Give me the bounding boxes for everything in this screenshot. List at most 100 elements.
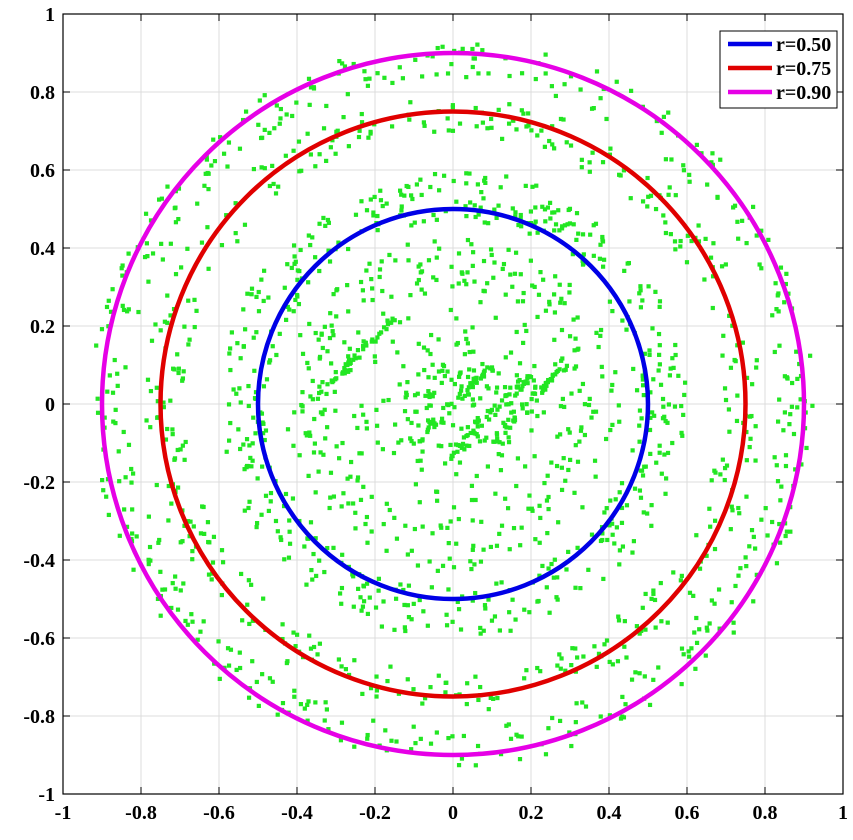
scatter-point bbox=[503, 430, 508, 435]
scatter-point bbox=[229, 330, 234, 335]
scatter-point bbox=[404, 183, 409, 189]
scatter-point bbox=[520, 384, 525, 389]
scatter-point bbox=[471, 56, 476, 61]
scatter-point bbox=[576, 346, 581, 351]
scatter-point bbox=[550, 210, 555, 215]
scatter-point bbox=[783, 463, 789, 469]
scatter-point bbox=[572, 490, 577, 495]
scatter-point bbox=[368, 129, 373, 134]
scatter-point bbox=[364, 268, 369, 273]
scatter-point bbox=[458, 627, 464, 632]
scatter-point bbox=[558, 404, 563, 409]
scatter-point bbox=[401, 364, 406, 369]
scatter-point bbox=[273, 518, 279, 524]
scatter-point bbox=[417, 500, 422, 505]
scatter-point bbox=[183, 618, 188, 624]
scatter-point bbox=[489, 116, 494, 122]
scatter-point bbox=[774, 561, 780, 566]
scatter-point bbox=[439, 416, 445, 421]
scatter-point bbox=[195, 637, 200, 642]
scatter-point bbox=[532, 454, 537, 459]
scatter-point bbox=[633, 670, 638, 675]
scatter-point bbox=[347, 346, 352, 351]
scatter-point bbox=[262, 166, 267, 171]
scatter-point bbox=[259, 165, 264, 170]
scatter-point bbox=[694, 615, 699, 621]
scatter-point bbox=[619, 520, 625, 525]
scatter-point bbox=[186, 342, 191, 347]
scatter-point bbox=[669, 157, 674, 162]
scatter-point bbox=[419, 467, 424, 472]
scatter-point bbox=[436, 673, 441, 678]
scatter-point bbox=[100, 477, 105, 483]
scatter-point bbox=[643, 627, 648, 632]
scatter-point bbox=[754, 358, 759, 363]
scatter-point bbox=[445, 71, 451, 76]
scatter-point bbox=[471, 543, 476, 548]
scatter-point bbox=[735, 393, 740, 398]
scatter-point bbox=[408, 436, 413, 441]
scatter-point bbox=[357, 128, 362, 133]
scatter-point bbox=[246, 695, 252, 700]
scatter-point bbox=[434, 489, 439, 494]
scatter-point bbox=[359, 199, 364, 204]
scatter-point bbox=[166, 483, 171, 489]
scatter-point bbox=[405, 417, 410, 422]
scatter-point bbox=[753, 424, 758, 429]
scatter-point bbox=[145, 254, 150, 259]
scatter-point bbox=[268, 490, 274, 496]
scatter-point bbox=[774, 307, 779, 312]
scatter-point bbox=[559, 358, 564, 363]
scatter-point bbox=[649, 596, 654, 601]
scatter-point bbox=[364, 514, 370, 520]
scatter-point bbox=[516, 222, 521, 228]
scatter-point bbox=[450, 454, 455, 459]
scatter-point bbox=[797, 361, 802, 367]
scatter-point bbox=[637, 631, 642, 636]
scatter-point bbox=[507, 610, 512, 615]
scatter-point bbox=[552, 292, 557, 297]
scatter-point bbox=[478, 625, 483, 631]
scatter-point bbox=[656, 665, 661, 670]
scatter-point bbox=[579, 157, 584, 162]
scatter-point bbox=[770, 519, 775, 525]
scatter-point bbox=[414, 182, 419, 187]
scatter-point bbox=[587, 396, 592, 401]
scatter-point bbox=[484, 384, 489, 389]
scatter-point bbox=[529, 128, 534, 133]
scatter-point bbox=[307, 633, 312, 638]
scatter-point bbox=[420, 701, 425, 706]
scatter-point bbox=[237, 650, 242, 655]
scatter-point bbox=[201, 619, 206, 624]
scatter-point bbox=[608, 146, 613, 151]
scatter-point bbox=[179, 265, 184, 270]
scatter-point bbox=[471, 368, 477, 373]
scatter-point bbox=[271, 181, 276, 187]
scatter-point bbox=[642, 464, 647, 469]
scatter-point bbox=[225, 646, 231, 651]
scatter-point bbox=[522, 322, 527, 328]
scatter-point bbox=[501, 261, 507, 267]
scatter-point bbox=[476, 212, 481, 217]
scatter-point bbox=[237, 146, 243, 151]
scatter-point bbox=[473, 376, 478, 381]
scatter-point bbox=[657, 299, 663, 304]
scatter-point bbox=[520, 402, 525, 407]
x-tick-label: -0.4 bbox=[281, 802, 313, 824]
scatter-point bbox=[432, 239, 437, 244]
scatter-point bbox=[361, 412, 366, 417]
scatter-point bbox=[553, 222, 559, 227]
scatter-point bbox=[428, 421, 433, 426]
scatter-point bbox=[616, 403, 621, 408]
scatter-point bbox=[574, 701, 579, 706]
scatter-point bbox=[341, 491, 346, 496]
scatter-point bbox=[249, 292, 254, 297]
scatter-point bbox=[793, 467, 798, 472]
scatter-point bbox=[720, 353, 725, 358]
scatter-point bbox=[602, 642, 607, 647]
scatter-point bbox=[475, 743, 481, 749]
scatter-point bbox=[684, 260, 690, 265]
scatter-point bbox=[446, 402, 451, 408]
scatter-point bbox=[426, 389, 431, 394]
scatter-point bbox=[121, 307, 127, 313]
